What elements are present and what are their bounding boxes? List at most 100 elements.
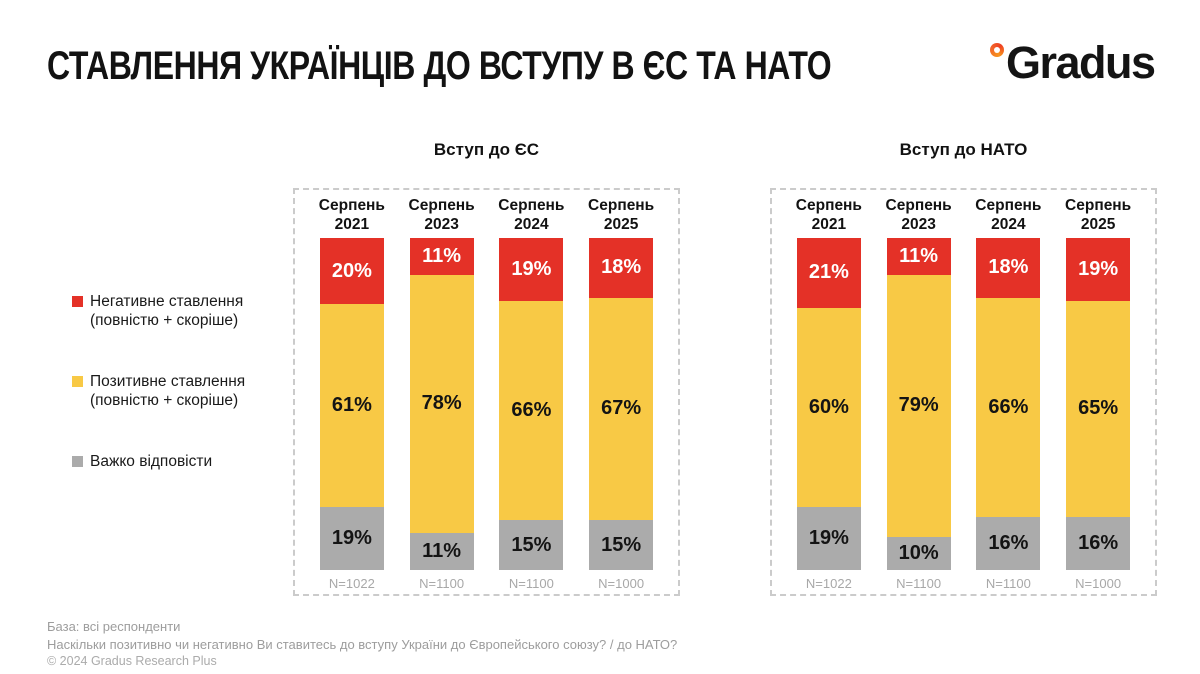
value-label: 16% <box>1078 531 1119 554</box>
gradus-logo: Gradus <box>990 37 1156 88</box>
bar-segment: 18% <box>589 238 654 298</box>
value-label: 66% <box>988 395 1029 418</box>
category-label: Серпень 2024 <box>975 197 1042 233</box>
logo-text: Gradus <box>1006 37 1156 88</box>
bar-segment: 19% <box>499 238 564 302</box>
bar-segment: 16% <box>976 516 1041 570</box>
legend-label-positive: Позитивне ставлення (повністю + скоріше) <box>90 372 245 411</box>
chart-nato: Вступ до НАТО Серпень 2021 21% 60% 19% N=1022… <box>770 140 1157 596</box>
legend-label-undecided: Важко відповісти <box>90 452 212 471</box>
category-label: Серпень 2025 <box>1065 197 1132 233</box>
legend-item-positive: Позитивне ставлення (повністю + скоріше) <box>72 372 287 411</box>
page-title: СТАВЛЕННЯ УКРАЇНЦІВ ДО ВСТУПУ В ЄС ТА НА… <box>47 44 832 88</box>
value-label: 19% <box>331 526 372 549</box>
bar-segment: 18% <box>976 238 1041 298</box>
footer: База: всі респонденти Наскільки позитивн… <box>47 618 677 671</box>
bar-segment: 19% <box>1066 238 1131 302</box>
bar-segment: 66% <box>499 301 564 521</box>
legend-label-line: (повністю + скоріше) <box>90 312 239 330</box>
legend: Негативне ставлення (повністю + скоріше)… <box>72 292 287 471</box>
value-label: 19% <box>1078 258 1119 281</box>
bar-column: Серпень 2023 11% 79% 10% N=1100 <box>874 197 964 594</box>
bar-segment: 15% <box>499 520 564 570</box>
bar-column: Серпень 2025 18% 67% 15% N=1000 <box>576 197 666 594</box>
category-label: Серпень 2023 <box>408 197 475 233</box>
category-label: Серпень 2024 <box>498 197 565 233</box>
bar-segment: 21% <box>796 238 861 308</box>
bar-stack: 19% 66% 15% <box>499 238 564 570</box>
bar-column: Серпень 2021 20% 61% 19% N=1022 <box>307 197 397 594</box>
value-label: 79% <box>898 394 939 417</box>
value-label: 15% <box>511 533 552 556</box>
bar-segment: 11% <box>409 238 474 275</box>
value-label: 16% <box>988 531 1029 554</box>
bar-column: Серпень 2021 21% 60% 19% N=1022 <box>784 197 874 594</box>
bar-segment: 20% <box>319 238 384 305</box>
bar-segment: 61% <box>319 304 384 507</box>
legend-label-negative: Негативне ставлення (повністю + скоріше) <box>90 292 243 331</box>
legend-label-line: Негативне ставлення <box>90 293 244 310</box>
chart-plot-area: Серпень 2021 20% 61% 19% N=1022 Серпень 2023 11%… <box>293 188 680 596</box>
n-label: N=1100 <box>896 576 942 591</box>
n-label: N=1100 <box>985 576 1031 591</box>
bar-segment: 65% <box>1066 301 1131 517</box>
value-label: 19% <box>808 526 849 549</box>
legend-label-line: Позитивне ставлення <box>90 372 246 390</box>
value-label: 15% <box>601 533 642 556</box>
legend-label-line: (повністю + скоріше) <box>90 392 239 410</box>
bar-segment: 66% <box>976 297 1041 517</box>
value-label: 10% <box>898 541 939 564</box>
category-label: Серпень 2021 <box>795 197 862 233</box>
bar-column: Серпень 2023 11% 78% 11% N=1100 <box>397 197 487 594</box>
value-label: 78% <box>421 392 462 415</box>
value-label: 18% <box>988 256 1029 279</box>
chart-eu: Вступ до ЄС Серпень 2021 20% 61% 19% N=1022 Се… <box>293 140 680 596</box>
category-label: Серпень 2025 <box>588 197 655 233</box>
value-label: 19% <box>511 258 552 281</box>
bar-stack: 19% 65% 16% <box>1066 238 1131 570</box>
footer-question-line: Наскільки позитивно чи негативно Ви став… <box>47 636 678 652</box>
bar-segment: 79% <box>886 274 951 537</box>
value-label: 61% <box>331 394 372 417</box>
bar-stack: 18% 67% 15% <box>589 238 654 570</box>
value-label: 11% <box>422 244 462 267</box>
bar-segment: 15% <box>589 520 654 570</box>
n-label: N=1022 <box>805 576 852 591</box>
bar-stack: 18% 66% 16% <box>976 238 1041 570</box>
value-label: 60% <box>808 395 849 418</box>
value-label: 11% <box>899 244 939 267</box>
bar-column: Серпень 2025 19% 65% 16% N=1000 <box>1053 197 1143 594</box>
legend-label-line: Важко відповісти <box>90 452 213 470</box>
legend-item-undecided: Важко відповісти <box>72 452 287 471</box>
legend-swatch-negative-icon <box>72 296 83 307</box>
n-label: N=1000 <box>1075 576 1122 591</box>
legend-swatch-undecided-icon <box>72 455 83 467</box>
n-label: N=1022 <box>328 576 375 591</box>
bar-segment: 60% <box>796 307 861 507</box>
bar-segment: 19% <box>796 506 861 570</box>
n-label: N=1100 <box>419 576 465 591</box>
value-label: 20% <box>331 259 372 282</box>
bar-stack: 21% 60% 19% <box>796 238 861 570</box>
value-label: 65% <box>1078 397 1119 420</box>
category-label: Серпень 2021 <box>318 197 385 233</box>
category-label: Серпень 2023 <box>885 197 952 233</box>
bar-stack: 11% 78% 11% <box>409 238 474 570</box>
bar-stack: 11% 79% 10% <box>886 238 951 570</box>
bar-segment: 19% <box>319 506 384 570</box>
bar-stack: 20% 61% 19% <box>319 238 384 570</box>
logo-ring-icon <box>990 43 1004 57</box>
bar-segment: 11% <box>409 533 474 570</box>
value-label: 11% <box>422 540 462 563</box>
bar-segment: 78% <box>409 274 474 534</box>
value-label: 18% <box>601 256 642 279</box>
bar-column: Серпень 2024 19% 66% 15% N=1100 <box>487 197 577 594</box>
bar-segment: 16% <box>1066 516 1131 570</box>
n-label: N=1000 <box>598 576 645 591</box>
bar-segment: 67% <box>589 297 654 521</box>
value-label: 21% <box>808 261 849 284</box>
n-label: N=1100 <box>508 576 554 591</box>
value-label: 67% <box>601 397 642 420</box>
legend-item-negative: Негативне ставлення (повністю + скоріше) <box>72 292 287 331</box>
